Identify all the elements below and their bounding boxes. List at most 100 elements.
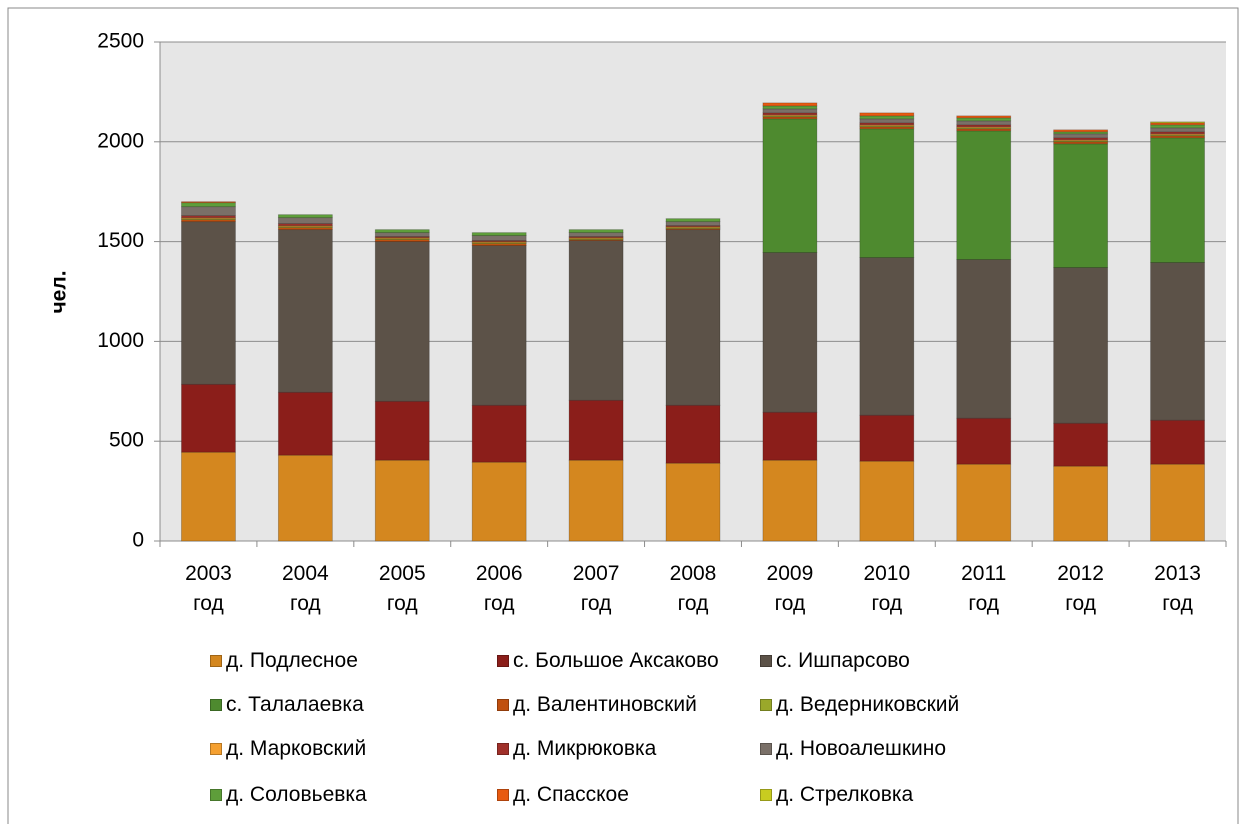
legend-label: с. Большое Аксаково (513, 649, 719, 672)
bar-segment (762, 102, 818, 107)
legend-item: д. Марковский (210, 736, 366, 762)
legend-item: д. Подлесное (210, 648, 358, 674)
x-tick-label: 2006 год (475, 562, 523, 615)
bar-segment (277, 214, 333, 219)
chart-border (7, 7, 1239, 824)
bar-segment (181, 202, 236, 208)
legend-label: д. Новоалешкино (776, 737, 947, 760)
y-tick-label: 1500 (97, 229, 144, 252)
bar-segment (181, 451, 236, 542)
legend-label: д. Ведерниковский (776, 693, 960, 716)
bar-segment (859, 118, 915, 124)
bar-segment (471, 245, 527, 406)
legend-item: д. Валентиновский (497, 692, 697, 718)
y-tick-label: 1000 (97, 329, 144, 352)
legend-item: д. Микрюковка (497, 736, 656, 762)
y-axis-label: чел. (48, 270, 71, 313)
bar-segment (762, 108, 818, 114)
bar-segment (181, 221, 236, 385)
bar-segment (471, 404, 527, 463)
legend-label: д. Стрелковка (776, 783, 914, 806)
bar-segment (181, 201, 236, 204)
legend-item: д. Новоалешкино (760, 736, 946, 762)
x-tick-label: 2007 год (572, 562, 620, 615)
bar-segment (762, 252, 818, 413)
bar-segment (374, 400, 430, 461)
bar-segment (665, 404, 721, 464)
legend-item: с. Ишпарсово (760, 648, 910, 674)
bar-segment (859, 460, 915, 542)
bar-segment (277, 229, 333, 393)
legend-item: с. Большое Аксаково (497, 648, 719, 674)
bar-segment (1053, 129, 1109, 133)
bar-segment (1053, 133, 1109, 139)
legend-swatch (210, 743, 222, 755)
legend-swatch (760, 655, 772, 667)
bar-segment (1150, 124, 1205, 129)
legend-item: с. Талалаевка (210, 692, 364, 718)
legend-label: д. Микрюковка (513, 737, 657, 760)
x-tick-label: 2009 год (766, 562, 814, 615)
bar-segment (665, 229, 721, 406)
legend-swatch (497, 789, 509, 801)
legend-swatch (497, 743, 509, 755)
bar-segment (374, 232, 430, 238)
bar-segment (859, 257, 915, 416)
bar-segment (956, 417, 1012, 465)
bar-segment (762, 411, 818, 461)
bar-segment (1150, 127, 1205, 133)
bar-segment (762, 105, 818, 110)
legend-item: д. Спасское (497, 782, 629, 808)
legend-swatch (760, 789, 772, 801)
bar-segment (665, 462, 721, 542)
x-tick-label: 2010 год (863, 562, 911, 615)
y-tick-label: 500 (109, 429, 144, 452)
x-tick-label: 2003 год (185, 562, 232, 615)
bar-segment (1053, 422, 1109, 467)
bar-segment (859, 414, 915, 462)
legend-item: д. Ведерниковский (760, 692, 959, 718)
bar-segment (277, 391, 333, 456)
bar-segment (374, 459, 430, 542)
legend-swatch (760, 699, 772, 711)
bar-segment (762, 112, 818, 116)
legend-label: д. Соловьевка (226, 783, 367, 806)
bar-segment (665, 221, 721, 227)
x-tick-label: 2013 год (1154, 562, 1201, 615)
bar-segment (859, 112, 915, 117)
legend-swatch (210, 789, 222, 801)
legend-item: д. Соловьевка (210, 782, 367, 808)
bar-segment (956, 130, 1012, 260)
x-tick-label: 2008 год (669, 562, 717, 615)
legend-label: д. Подлесное (226, 649, 358, 672)
bar-segment (762, 118, 818, 253)
bar-segment (1053, 267, 1109, 424)
bar-segment (568, 399, 624, 461)
bar-segment (181, 383, 236, 453)
bar-segment (471, 235, 527, 242)
bar-segment (568, 459, 624, 542)
bar-segment (956, 259, 1012, 419)
bar-segment (1053, 465, 1109, 542)
legend-swatch (497, 699, 509, 711)
bar-segment (1150, 463, 1205, 542)
legend-swatch (210, 699, 222, 711)
bar-segment (1150, 137, 1205, 263)
legend-swatch (497, 655, 509, 667)
bar-segment (568, 229, 624, 234)
bar-segment (471, 461, 527, 542)
x-tick-label: 2011 год (961, 562, 1007, 615)
legend-item: д. Стрелковка (760, 782, 913, 808)
bar-segment (859, 128, 915, 258)
bar-segment (277, 454, 333, 542)
x-tick-label: 2005 год (378, 562, 426, 615)
bar-segment (859, 115, 915, 120)
legend-swatch (210, 655, 222, 667)
legend-swatch (760, 743, 772, 755)
bar-segment (374, 241, 430, 402)
legend-label: д. Марковский (226, 737, 367, 760)
bar-segment (956, 463, 1012, 542)
bar-segment (568, 240, 624, 401)
